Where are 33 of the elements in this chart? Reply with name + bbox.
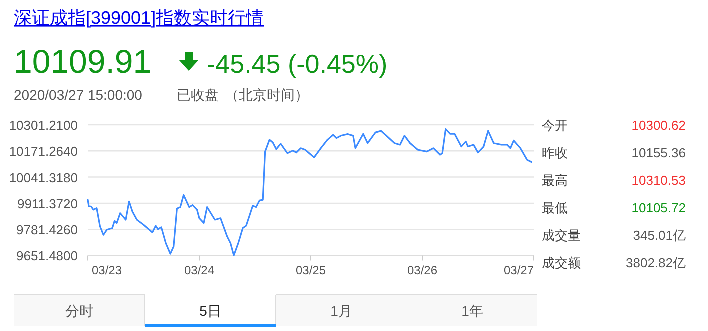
y-tick-label: 9781.4260 bbox=[16, 222, 78, 238]
text: 最低 bbox=[542, 200, 568, 216]
x-tick-label: 03/23 bbox=[92, 264, 122, 278]
text: 2020/03/27 15:00:00 bbox=[14, 87, 143, 103]
text: -45.45 (-0.45%) bbox=[207, 49, 388, 79]
text: 昨收 bbox=[542, 146, 568, 160]
x-tick-label: 03/26 bbox=[407, 264, 438, 278]
text: 10300.62 bbox=[632, 118, 686, 133]
x-tick-label: 03/27 bbox=[504, 264, 534, 278]
text: 最高 bbox=[542, 173, 568, 188]
x-tick-label: 03/25 bbox=[296, 264, 326, 278]
chart-title: 深证成指[399001]指数实时行情 bbox=[14, 8, 264, 28]
text: 成交额 bbox=[542, 256, 581, 270]
text: 成交量 bbox=[542, 228, 581, 243]
text: 10109.91 bbox=[14, 43, 152, 80]
text: 1年 bbox=[462, 303, 484, 319]
text: 10310.53 bbox=[632, 173, 686, 188]
text: 345.01亿 bbox=[633, 228, 686, 243]
text: 1月 bbox=[330, 303, 352, 319]
text: 5日 bbox=[200, 303, 222, 319]
text: 10155.36 bbox=[632, 146, 686, 160]
y-tick-label: 10171.2640 bbox=[9, 144, 78, 160]
text: 分时 bbox=[66, 303, 94, 319]
y-tick-label: 9911.3720 bbox=[18, 196, 78, 212]
text: 已收盘 bbox=[177, 87, 219, 103]
text: 今开 bbox=[542, 118, 568, 133]
text: 10105.72 bbox=[632, 200, 686, 216]
x-tick-label: 03/24 bbox=[184, 264, 215, 278]
text: （北京时间） bbox=[225, 87, 309, 103]
y-tick-label: 9651.4800 bbox=[16, 248, 78, 264]
y-tick-label: 10301.2100 bbox=[9, 118, 78, 133]
text: 3802.82亿 bbox=[626, 256, 686, 270]
y-tick-label: 10041.3180 bbox=[9, 170, 78, 186]
